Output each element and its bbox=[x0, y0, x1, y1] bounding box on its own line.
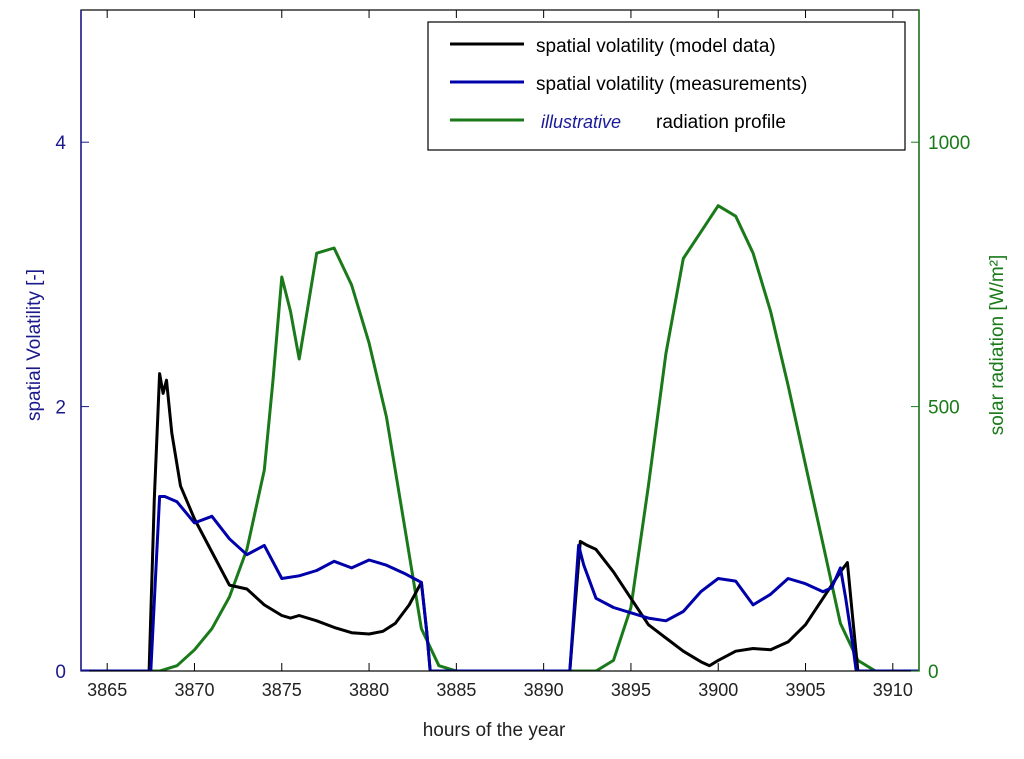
model-data-line bbox=[81, 372, 919, 671]
y-right-tick-label: 1000 bbox=[928, 133, 970, 154]
x-tick-label: 3885 bbox=[436, 680, 476, 700]
y-left-axis-label: spatial Volatility [-] bbox=[24, 269, 45, 421]
x-tick-label: 3890 bbox=[524, 680, 564, 700]
x-tick-label: 3880 bbox=[349, 680, 389, 700]
measurements-line bbox=[81, 495, 919, 671]
legend-label: spatial volatility (measurements) bbox=[536, 74, 807, 95]
y-right-tick-label: 0 bbox=[928, 662, 939, 683]
y-left-tick-label: 2 bbox=[55, 398, 66, 419]
x-tick-label: 3875 bbox=[262, 680, 302, 700]
y-right-tick-label: 500 bbox=[928, 398, 960, 419]
radiation-profile-line bbox=[81, 204, 919, 671]
x-tick-label: 3900 bbox=[698, 680, 738, 700]
x-tick-label: 3910 bbox=[873, 680, 913, 700]
y-left-tick-label: 4 bbox=[55, 133, 66, 154]
y-right-axis-label: solar radiation [W/m²] bbox=[987, 255, 1008, 436]
x-axis-label: hours of the year bbox=[423, 720, 566, 741]
x-tick-label: 3870 bbox=[174, 680, 214, 700]
y-left-tick-label: 0 bbox=[55, 662, 66, 683]
x-tick-label: 3865 bbox=[87, 680, 127, 700]
legend-label: radiation profile bbox=[656, 112, 786, 133]
x-tick-label: 3895 bbox=[611, 680, 651, 700]
legend-label: spatial volatility (model data) bbox=[536, 36, 776, 57]
x-tick-label: 3905 bbox=[785, 680, 825, 700]
legend-label-prefix: illustrative bbox=[541, 112, 621, 132]
